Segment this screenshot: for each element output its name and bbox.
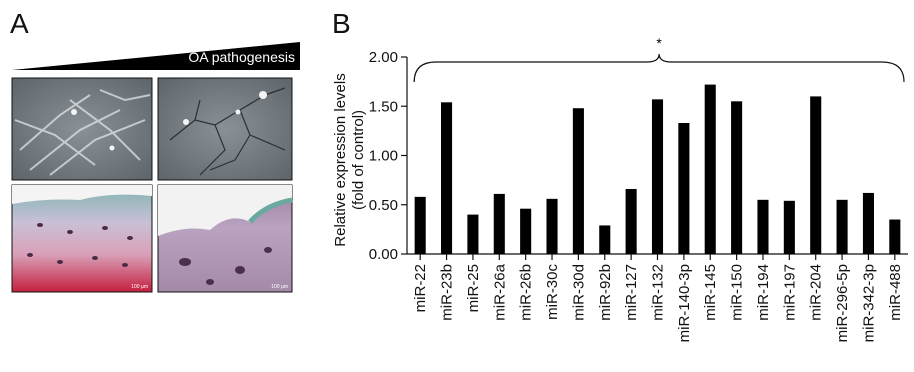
x-tick-label-mir-296-5p: miR-296-5p (834, 264, 851, 342)
y-tick-label: 1.00 (369, 148, 398, 165)
bar-mir-342-3p (862, 192, 874, 254)
bar-mir-25 (467, 214, 479, 254)
y-tick-label: 1.50 (369, 98, 398, 115)
x-tick-label-mir-197: miR-197 (781, 264, 798, 321)
bar-mir-145 (704, 84, 716, 254)
x-tick-label-mir-488: miR-488 (887, 264, 904, 321)
x-tick-label-mir-30d: miR-30d (570, 264, 587, 321)
significance-brace (413, 53, 905, 83)
y-axis-label-line-1: Relative expression levels (332, 73, 349, 246)
x-tick-label-mir-140-3p: miR-140-3p (676, 264, 693, 342)
x-tick-label-mir-30c: miR-30c (544, 264, 561, 320)
y-axis-label-line-2: (fold of control) (350, 110, 367, 210)
significance-asterisk: * (656, 35, 662, 51)
x-tick-label-mir-150: miR-150 (729, 264, 746, 321)
bar-mir-488 (889, 219, 901, 254)
y-tick-label: 0.50 (369, 197, 398, 214)
x-tick-label-mir-23b: miR-23b (439, 264, 456, 321)
bar-mir-22 (414, 196, 426, 254)
panel-b-letter: B (332, 8, 351, 39)
x-tick-label-mir-25: miR-25 (465, 264, 482, 312)
x-tick-label-mir-26a: miR-26a (491, 263, 508, 320)
bar-mir-296-5p (836, 199, 848, 254)
bar-mir-204 (810, 96, 822, 255)
bar-mir-194 (757, 199, 769, 254)
micrograph-cartilage-normal: 100 µm (11, 184, 153, 293)
x-tick-label-mir-127: miR-127 (623, 264, 640, 321)
bar-mir-30d (572, 108, 584, 254)
bar-mir-92b (599, 225, 611, 254)
bar-mir-26b (520, 208, 532, 254)
bar-mir-26a (493, 193, 505, 254)
y-tick-label: 0.00 (369, 246, 398, 263)
x-tick-label-mir-204: miR-204 (808, 264, 825, 321)
bar-mir-127 (625, 188, 637, 254)
x-tick-label-mir-194: miR-194 (755, 264, 772, 321)
bar-mir-197 (783, 200, 795, 254)
x-tick-label-mir-342-3p: miR-342-3p (860, 264, 877, 342)
x-tick-label-mir-132: miR-132 (650, 264, 667, 321)
oa-gradient-wedge (12, 42, 300, 70)
micrograph-panel: OA pathogenesis (11, 42, 300, 293)
bar-mir-150 (731, 101, 743, 254)
y-axis-label: Relative expression levels (fold of cont… (332, 73, 367, 246)
micrograph-cartilage-oa: 100 µm (157, 184, 293, 293)
bar-mir-30c (546, 198, 558, 254)
bar-mir-132 (651, 99, 664, 254)
y-tick-label: 2.00 (369, 49, 398, 66)
bar-mir-23b (441, 102, 453, 254)
x-tick-label-mir-26b: miR-26b (518, 264, 535, 321)
x-tick-label-mir-92b: miR-92b (597, 264, 614, 321)
bar-mir-140-3p (678, 122, 690, 255)
micrograph-cells-normal (11, 77, 153, 181)
micrograph-cells-oa (157, 77, 293, 181)
scale-bar-label-right: 100 µm (271, 284, 288, 290)
x-tick-label-mir-22: miR-22 (412, 264, 429, 312)
x-tick-label-mir-145: miR-145 (702, 264, 719, 321)
oa-pathogenesis-label: OA pathogenesis (188, 49, 295, 65)
panel-a-letter: A (10, 8, 29, 39)
bar-chart: Relative expression levels (fold of cont… (332, 35, 908, 342)
scale-bar-label-left: 100 µm (131, 284, 148, 290)
